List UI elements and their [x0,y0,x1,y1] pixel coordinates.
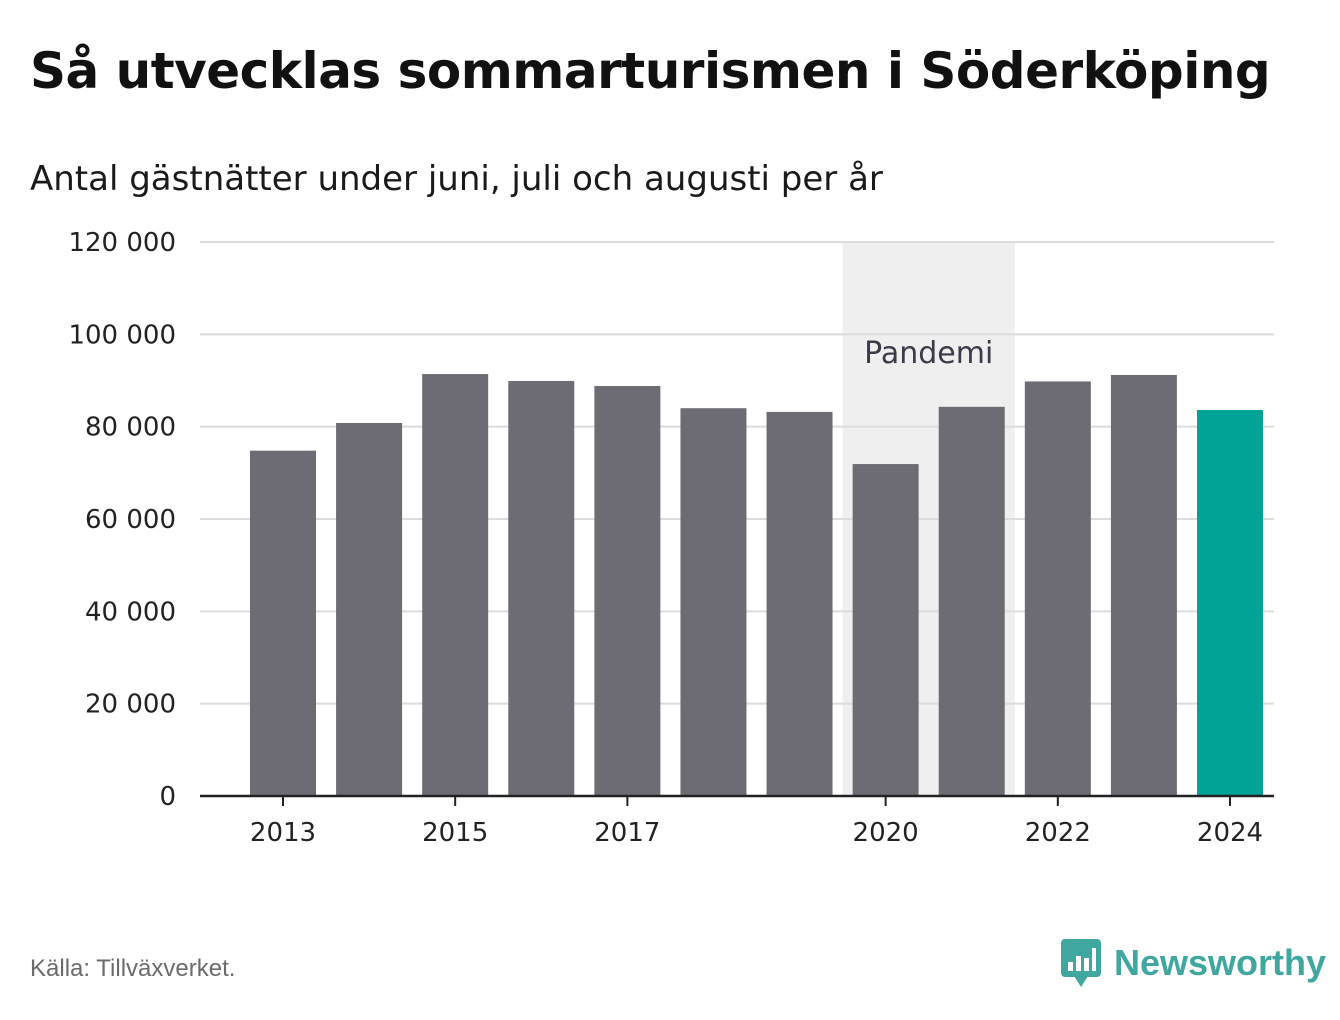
chart-title: Så utvecklas sommarturismen i Söderköpin… [30,42,1271,100]
x-tick-label: 2013 [250,818,316,848]
y-tick-label: 20 000 [85,690,176,720]
bar-2016 [508,380,575,796]
bar-2023 [1110,374,1177,796]
bar-2014 [336,422,403,796]
axis-labels: 0 20 000 40 000 60 000 80 000 100 000 120 000 2… [68,228,1263,848]
x-tick-label: 2020 [853,818,919,848]
bar-2020 [852,464,919,796]
bar-2015 [422,374,489,796]
x-tick-label: 2015 [422,818,488,848]
y-tick-label: 60 000 [85,505,176,535]
bar-2018 [680,408,747,796]
y-tick-label: 120 000 [68,228,176,258]
x-tick-label: 2024 [1197,818,1263,848]
x-tick-label: 2022 [1025,818,1091,848]
bar-2021 [938,406,1005,796]
x-axis [200,794,1274,806]
annotation-label: Pandemi [864,336,993,371]
x-tick-label: 2017 [594,818,660,848]
bar-2017 [594,386,661,796]
y-tick-label: 100 000 [68,320,176,350]
bar-chart: Pandemi 0 20 000 40 000 60 000 80 000 100 000… [68,228,1274,848]
newsworthy-logo-icon [1061,939,1101,987]
y-tick-label: 0 [159,782,176,812]
y-tick-label: 40 000 [85,597,176,627]
bar-2019 [766,411,833,796]
source-note: Källa: Tillväxverket. [30,955,236,982]
y-tick-label: 80 000 [85,413,176,443]
chart-subtitle: Antal gästnätter under juni, juli och au… [30,159,883,199]
bar-2024 [1197,410,1263,796]
bar-2013 [250,450,316,796]
bars [250,374,1263,796]
brand-name: Newsworthy [1114,942,1327,983]
bar-2022 [1024,381,1091,796]
newsworthy-brand: Newsworthy [1060,938,1326,988]
